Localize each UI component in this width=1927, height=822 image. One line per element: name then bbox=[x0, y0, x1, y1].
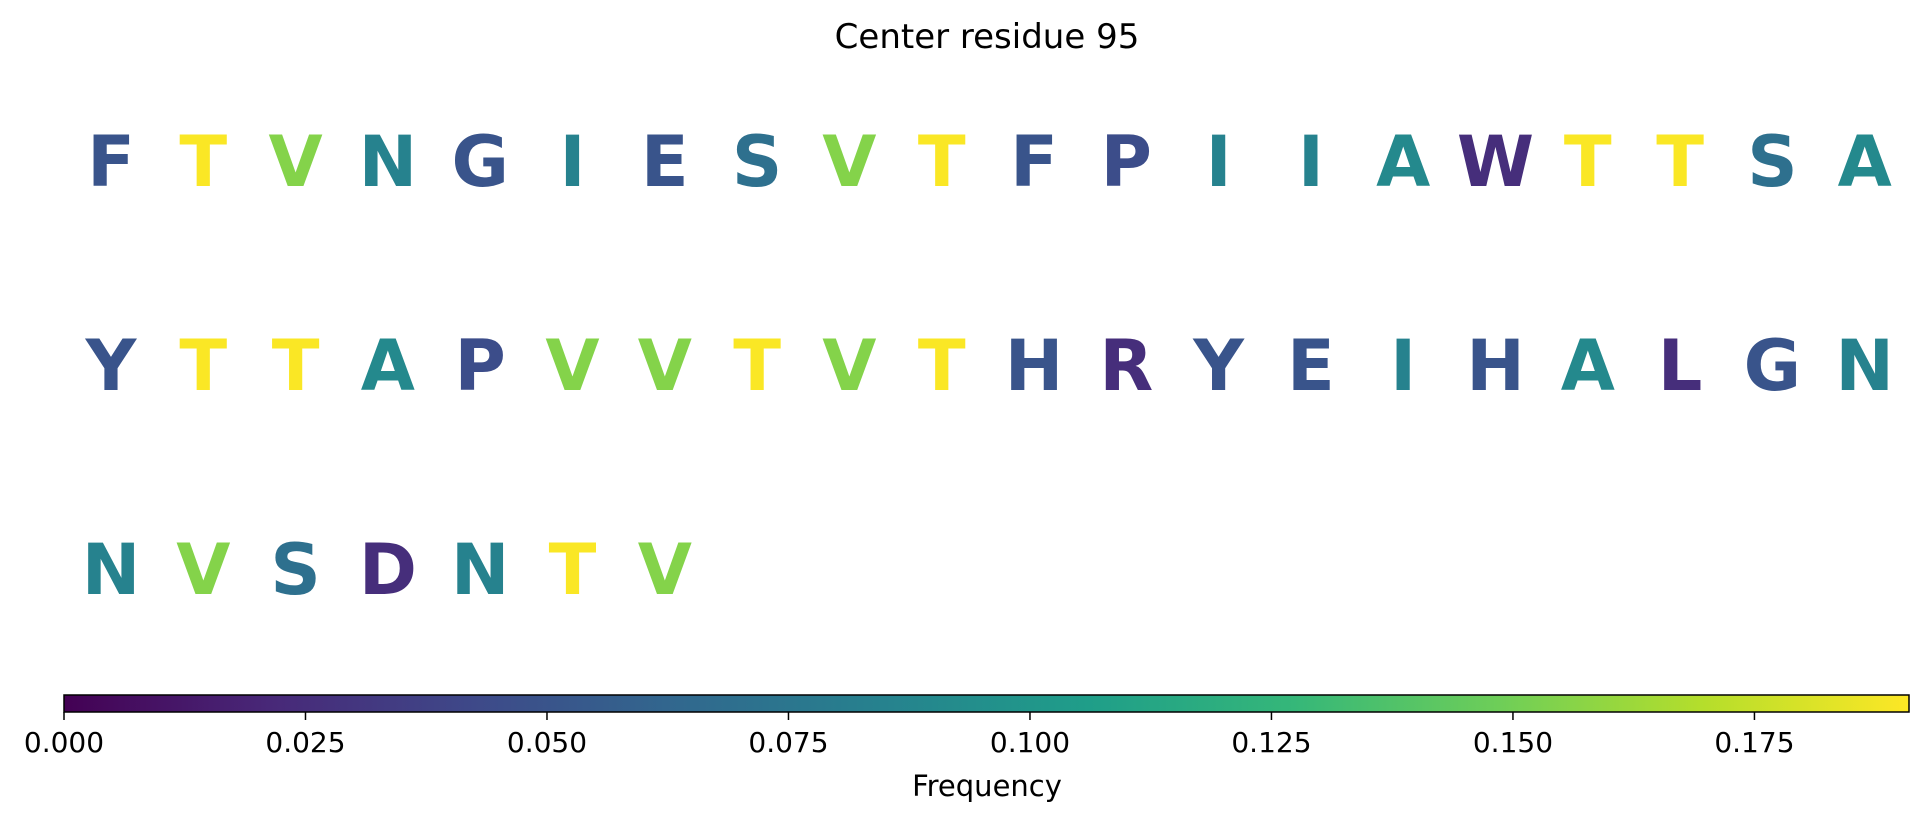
residue-letter: V bbox=[545, 325, 599, 407]
colorbar-tick-label: 0.050 bbox=[507, 726, 587, 759]
residue-letter: S bbox=[1747, 121, 1797, 203]
residue-letter: L bbox=[1658, 325, 1703, 407]
residue-letter: I bbox=[1298, 121, 1324, 203]
residue-letter: Y bbox=[85, 325, 138, 407]
residue-letter: T bbox=[179, 325, 227, 407]
residue-letter: G bbox=[451, 121, 508, 203]
residue-letter: F bbox=[1010, 121, 1058, 203]
residue-letter: T bbox=[1656, 121, 1704, 203]
colorbar-tick-label: 0.175 bbox=[1714, 726, 1794, 759]
colorbar: 0.000 0.025 0.050 0.075 0.100 0.125 0.150 0.175… bbox=[24, 694, 1910, 803]
residue-letter: H bbox=[1466, 325, 1525, 407]
residue-letter: V bbox=[822, 325, 876, 407]
residue-letter: D bbox=[359, 529, 417, 611]
residue-letter: N bbox=[359, 121, 418, 203]
residue-letter: V bbox=[269, 121, 323, 203]
residue-letter: P bbox=[455, 325, 506, 407]
residue-letter: V bbox=[176, 529, 230, 611]
residue-letter: P bbox=[1101, 121, 1152, 203]
residue-letter: A bbox=[361, 325, 415, 407]
residue-letter: R bbox=[1099, 325, 1153, 407]
residue-letter: G bbox=[1744, 325, 1801, 407]
residue-letter: V bbox=[822, 121, 876, 203]
chart-title: Center residue 95 bbox=[835, 17, 1140, 57]
residue-letter: A bbox=[1376, 121, 1430, 203]
residue-letter: I bbox=[1206, 121, 1232, 203]
residue-letter: T bbox=[1564, 121, 1612, 203]
colorbar-tick-label: 0.075 bbox=[748, 726, 828, 759]
residue-letter: N bbox=[451, 529, 510, 611]
residue-letter: I bbox=[559, 121, 585, 203]
residue-letter: N bbox=[1835, 325, 1894, 407]
residue-letter: T bbox=[179, 121, 227, 203]
residue-letter: T bbox=[272, 325, 320, 407]
residue-letter: T bbox=[918, 325, 966, 407]
residue-letter: F bbox=[87, 121, 135, 203]
colorbar-label: Frequency bbox=[912, 769, 1062, 803]
residue-letter: T bbox=[733, 325, 781, 407]
residue-letters: F T V N G I E S V T F P I I A W T T S AY T T A P V V T V T H R Y E I H A L G N… bbox=[82, 121, 1894, 611]
residue-letter: Y bbox=[1192, 325, 1245, 407]
residue-letter: A bbox=[1561, 325, 1615, 407]
colorbar-tick-label: 0.125 bbox=[1231, 726, 1311, 759]
colorbar-tick-label: 0.150 bbox=[1473, 726, 1553, 759]
residue-letter: A bbox=[1838, 121, 1892, 203]
residue-letter: E bbox=[1287, 325, 1335, 407]
residue-letter: H bbox=[1005, 325, 1064, 407]
residue-letter: V bbox=[638, 529, 692, 611]
residue-letter: N bbox=[82, 529, 141, 611]
residue-letter: T bbox=[918, 121, 966, 203]
colorbar-tick-label: 0.000 bbox=[24, 726, 104, 759]
residue-letter: S bbox=[270, 529, 320, 611]
residue-letter: E bbox=[641, 121, 689, 203]
residue-letter: I bbox=[1390, 325, 1416, 407]
residue-letter: W bbox=[1457, 121, 1534, 203]
colorbar-tick-label: 0.100 bbox=[990, 726, 1070, 759]
residue-letter: T bbox=[549, 529, 597, 611]
colorbar-ticks: 0.000 0.025 0.050 0.075 0.100 0.125 0.150 0.175 bbox=[24, 712, 1795, 759]
residue-letter: V bbox=[638, 325, 692, 407]
residue-letter: S bbox=[732, 121, 782, 203]
colorbar-tick-label: 0.025 bbox=[265, 726, 345, 759]
colorbar-gradient bbox=[63, 694, 1910, 713]
